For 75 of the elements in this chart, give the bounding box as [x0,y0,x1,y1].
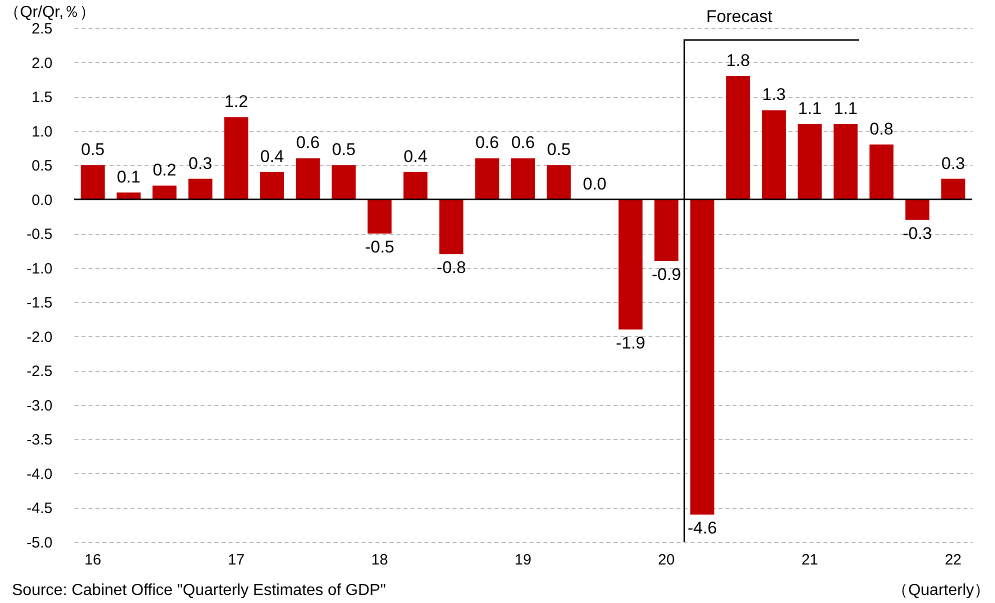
y-tick-label: -2.0 [26,328,52,346]
bar [618,199,643,330]
y-tick-label: -5.0 [26,534,52,552]
y-tick-label: -2.5 [26,363,52,380]
y-tick-label: 1.0 [32,123,52,140]
data-label: 0.3 [941,154,965,173]
x-tick-label: 16 [84,552,102,568]
data-label: 0.6 [511,133,535,152]
x-tick-label: 21 [801,552,818,568]
data-label: 0.8 [870,120,894,139]
data-label: 0.0 [582,174,607,194]
data-label: 0.6 [296,133,320,152]
data-label: -0.8 [436,258,466,278]
x-axis-title: （Quarterly） [892,582,990,599]
text: Forecast [706,7,773,26]
bar [296,158,320,200]
data-label: 1.1 [798,98,822,118]
bar [475,158,500,200]
data-label: -0.9 [652,265,682,284]
y-tick-label: -3.0 [26,397,52,414]
bar [834,124,858,200]
bar [403,172,428,200]
x-tick-label: 19 [514,552,532,568]
y-tick-label: -4.5 [26,500,52,518]
y-tick-label: -3.5 [26,432,52,449]
data-label: 0.1 [116,167,140,186]
bar [332,165,356,200]
x-tick-label: 17 [228,552,245,568]
y-tick-label: -4.0 [26,466,52,483]
bar [224,117,248,200]
y-tick-label: 0.0 [32,192,52,209]
bar [546,165,571,200]
data-label: -4.6 [688,518,717,538]
bar [762,110,786,200]
bar [439,199,464,254]
bar [260,172,284,200]
data-label: 0.5 [547,140,571,160]
bar [690,199,714,515]
data-label: 0.4 [260,146,284,166]
data-label: 0.3 [188,154,212,173]
data-label: -0.5 [364,238,394,257]
bar [152,186,177,200]
bar [941,178,966,200]
data-label: 1.2 [224,92,248,112]
data-label: 1.3 [762,85,786,104]
bar [654,199,678,262]
y-tick-label: 0.5 [32,158,52,175]
data-label: 1.8 [726,50,750,70]
bar [188,178,212,200]
x-tick-label: 18 [371,552,388,568]
data-label: 1.1 [834,98,858,118]
data-label: -0.3 [902,224,932,243]
bar [80,165,105,200]
y-tick-label: 2.5 [32,20,52,38]
data-label: 0.4 [404,146,428,166]
data-label: 0.5 [332,140,356,160]
bar [905,199,930,220]
data-label: -1.9 [616,334,646,353]
bar [368,199,392,234]
data-label: 0.6 [475,133,499,152]
source-note: Source: Cabinet Office "Quarterly Estimates of GDP" [12,582,386,599]
y-tick-label: 2.0 [32,54,52,72]
bar [869,144,894,200]
data-label: 0.5 [81,140,105,160]
y-tick-label: -0.5 [26,226,52,244]
data-label: 0.2 [152,160,176,180]
y-tick-label: -1.5 [26,294,52,312]
y-tick-label: -1.0 [26,260,52,278]
y-tick-label: 1.5 [32,89,52,106]
x-tick-label: 22 [944,552,962,568]
x-tick-label: 20 [658,552,675,568]
bar [726,76,750,200]
bar [511,158,535,200]
y-axis-title: （Qr/Qr,％） [4,4,96,21]
bar [798,124,822,200]
